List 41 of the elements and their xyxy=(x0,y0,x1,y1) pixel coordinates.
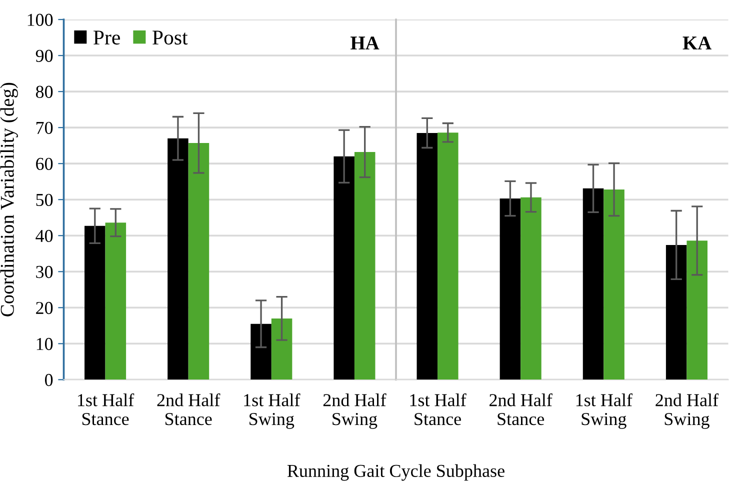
x-tick-label: 1st Half Swing xyxy=(576,393,632,429)
y-tick-label: 80 xyxy=(36,86,53,98)
y-tick-label: 70 xyxy=(36,122,53,134)
bar xyxy=(686,240,708,380)
y-tick-label: 40 xyxy=(36,230,53,242)
bar xyxy=(188,143,210,380)
x-axis-title: Running Gait Cycle Subphase xyxy=(287,464,504,481)
bar xyxy=(666,244,687,380)
bar xyxy=(354,152,376,380)
x-tick-label: 1st Half Stance xyxy=(410,393,466,426)
x-tick-label: 2nd Half Stance xyxy=(157,393,220,426)
legend-label: Post xyxy=(152,30,188,45)
x-tick-label: 2nd Half Swing xyxy=(323,393,386,429)
y-tick-label: 90 xyxy=(36,50,53,62)
x-tick-label: 1st Half Swing xyxy=(244,393,300,429)
y-tick-label: 20 xyxy=(36,302,53,314)
y-axis-title: Coordination Variability (deg) xyxy=(0,82,18,316)
y-tick-label: 50 xyxy=(36,194,53,206)
y-tick-label: 10 xyxy=(36,338,53,350)
legend-label: Pre xyxy=(94,30,120,45)
bar xyxy=(168,138,188,380)
bar xyxy=(500,198,521,380)
y-tick-label: 0 xyxy=(44,374,53,386)
bar xyxy=(271,318,292,380)
bar xyxy=(84,226,106,380)
x-tick-label: 2nd Half Stance xyxy=(490,393,552,426)
bar xyxy=(520,197,542,380)
bar xyxy=(604,190,624,380)
bar xyxy=(334,156,354,380)
bar xyxy=(438,132,458,380)
y-tick-label: 30 xyxy=(36,266,53,278)
bar xyxy=(250,324,272,380)
bar xyxy=(582,188,604,380)
annotation: KA xyxy=(682,36,712,50)
y-tick-label: 100 xyxy=(28,14,53,26)
bar xyxy=(416,132,438,380)
annotation: HA xyxy=(350,36,380,50)
x-tick-label: 1st Half Stance xyxy=(78,393,134,426)
bar xyxy=(105,222,126,380)
x-tick-label: 2nd Half Swing xyxy=(656,393,719,429)
y-tick-label: 60 xyxy=(36,158,53,170)
